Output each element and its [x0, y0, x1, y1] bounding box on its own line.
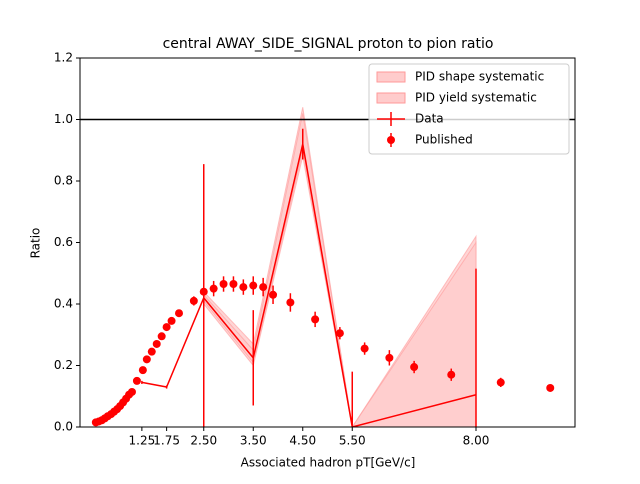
point: [127, 387, 136, 396]
point: [175, 309, 183, 318]
legend-label: PID shape systematic: [415, 70, 544, 84]
y-tick-label: 0.4: [54, 297, 73, 311]
legend-swatch: [376, 92, 406, 104]
legend-swatch: [376, 71, 406, 83]
y-tick-label: 1.0: [54, 112, 73, 126]
point: [152, 339, 161, 348]
point: [132, 376, 141, 385]
point: [546, 383, 555, 392]
point: [229, 280, 238, 289]
point: [360, 344, 369, 353]
point: [142, 355, 151, 364]
x-tick-label: 2.50: [190, 434, 217, 448]
point: [157, 332, 166, 341]
x-tick-label: 4.50: [289, 434, 316, 448]
point: [286, 298, 295, 307]
x-tick-label: 5.50: [339, 434, 366, 448]
point: [311, 315, 320, 324]
legend-label: Published: [415, 133, 473, 147]
x-axis-label: Associated hadron pT[GeV/c]: [241, 456, 416, 470]
y-tick-label: 0.2: [54, 358, 73, 372]
axes-frame: [79, 57, 576, 428]
x-tick-label: 8.00: [463, 434, 490, 448]
point: [239, 283, 248, 292]
y-tick-label: 0.8: [54, 174, 73, 188]
point: [219, 280, 228, 289]
legend-label: PID yield systematic: [415, 91, 537, 105]
point: [167, 316, 176, 325]
point: [209, 284, 218, 293]
x-tick-label: 1.75: [153, 434, 180, 448]
x-tick-label: 3.50: [240, 434, 267, 448]
point: [259, 283, 268, 292]
point: [335, 329, 344, 338]
point: [447, 370, 456, 379]
point: [199, 287, 208, 296]
point: [162, 323, 171, 332]
point: [189, 296, 198, 305]
chart-title: central AWAY_SIDE_SIGNAL proton to pion …: [163, 36, 494, 52]
legend-box: [368, 63, 570, 155]
point: [410, 363, 419, 372]
systematic-band: [203, 113, 477, 427]
legend-swatch: [387, 136, 395, 144]
point: [147, 347, 156, 356]
y-tick-label: 0.6: [54, 235, 73, 249]
point: [496, 378, 505, 387]
point: [269, 290, 278, 299]
y-tick-label: 1.2: [54, 51, 73, 65]
point: [249, 281, 258, 290]
x-tick-label: 1.25: [129, 434, 156, 448]
point: [385, 353, 394, 362]
point: [138, 366, 147, 375]
legend-label: Data: [415, 112, 444, 126]
y-tick-label: 0.0: [54, 420, 73, 434]
y-axis-label: Ratio: [29, 228, 43, 259]
